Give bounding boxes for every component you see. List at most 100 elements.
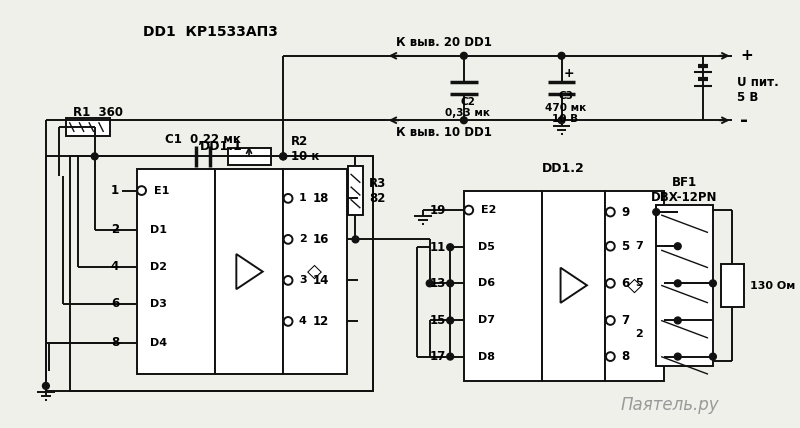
Text: 6: 6 (111, 297, 119, 310)
Bar (606, 190, 664, 381)
Text: D2: D2 (150, 262, 167, 272)
Circle shape (284, 276, 293, 285)
Circle shape (606, 208, 614, 217)
Text: 130 Ом: 130 Ом (750, 281, 795, 291)
Circle shape (606, 242, 614, 251)
Circle shape (674, 243, 681, 250)
Text: DD1  КΡ1533АП3: DD1 КΡ1533АП3 (142, 25, 278, 39)
Text: R3
82: R3 82 (369, 177, 386, 205)
Text: +: + (563, 67, 574, 80)
Circle shape (674, 280, 681, 287)
Text: 8: 8 (621, 350, 630, 363)
Circle shape (138, 186, 146, 195)
Text: 7: 7 (621, 314, 630, 327)
Circle shape (464, 206, 473, 214)
Text: 7: 7 (634, 241, 642, 251)
Text: D6: D6 (478, 278, 494, 288)
Text: 15: 15 (430, 314, 446, 327)
Text: D5: D5 (478, 242, 494, 252)
Text: DD1.1: DD1.1 (200, 140, 243, 153)
Bar (66, 118, 110, 136)
Bar (656, 205, 713, 366)
Bar (348, 166, 363, 215)
Text: 3: 3 (299, 275, 306, 285)
Circle shape (674, 317, 681, 324)
Text: BF1
DBX-12PN: BF1 DBX-12PN (651, 175, 718, 204)
Text: 11: 11 (430, 241, 446, 254)
Text: Паятель.ру: Паятель.ру (620, 396, 718, 414)
Text: -: - (740, 111, 748, 130)
Circle shape (461, 52, 467, 59)
Text: 1: 1 (111, 184, 119, 197)
Circle shape (352, 236, 359, 243)
Circle shape (280, 153, 286, 160)
Text: R2
10 к: R2 10 к (291, 134, 319, 163)
Text: E1: E1 (154, 186, 170, 196)
Circle shape (606, 279, 614, 288)
Circle shape (606, 352, 614, 361)
Text: 4: 4 (111, 260, 119, 273)
Circle shape (446, 353, 454, 360)
Text: U пит.
5 В: U пит. 5 В (738, 76, 779, 104)
Circle shape (280, 153, 286, 160)
Text: 13: 13 (430, 277, 446, 290)
Text: D1: D1 (150, 225, 167, 235)
Text: ◇: ◇ (627, 276, 642, 295)
Text: C2
0,33 мк: C2 0,33 мк (446, 97, 490, 119)
Text: D8: D8 (478, 351, 494, 362)
Circle shape (461, 117, 467, 124)
Text: 12: 12 (313, 315, 329, 328)
Text: 5: 5 (621, 240, 630, 253)
Circle shape (710, 280, 716, 287)
Circle shape (446, 280, 454, 287)
Text: 16: 16 (313, 233, 329, 246)
Circle shape (710, 353, 716, 360)
Text: E2: E2 (482, 205, 497, 215)
Bar (464, 190, 542, 381)
Text: C1  0,22 мк: C1 0,22 мк (166, 133, 241, 146)
Circle shape (558, 52, 565, 59)
Bar (70, 156, 373, 391)
Bar (227, 148, 270, 165)
Text: 5: 5 (634, 278, 642, 288)
Text: 18: 18 (313, 192, 329, 205)
Text: 8: 8 (111, 336, 119, 349)
Circle shape (284, 194, 293, 203)
Bar (542, 190, 606, 381)
Text: R1  360: R1 360 (73, 106, 122, 119)
Text: 14: 14 (313, 274, 329, 287)
Text: D3: D3 (150, 299, 167, 309)
Text: 2: 2 (299, 235, 306, 244)
Text: C3
470 мк
10 В: C3 470 мк 10 В (545, 91, 586, 124)
Bar (721, 265, 744, 307)
Circle shape (653, 208, 660, 215)
Circle shape (558, 117, 565, 124)
Circle shape (606, 316, 614, 325)
Bar (215, 169, 283, 374)
Circle shape (42, 383, 50, 389)
Circle shape (426, 280, 433, 287)
Bar (137, 169, 215, 374)
Text: К выв. 20 DD1: К выв. 20 DD1 (395, 36, 491, 49)
Text: 6: 6 (621, 277, 630, 290)
Circle shape (284, 317, 293, 326)
Text: D7: D7 (478, 315, 494, 325)
Text: DD1.2: DD1.2 (542, 162, 585, 175)
Circle shape (446, 317, 454, 324)
Circle shape (284, 235, 293, 244)
Text: +: + (740, 48, 753, 63)
Text: К выв. 10 DD1: К выв. 10 DD1 (395, 126, 491, 140)
Circle shape (91, 153, 98, 160)
Text: 1: 1 (299, 193, 306, 203)
Text: ◇: ◇ (307, 262, 322, 281)
Text: 2: 2 (634, 329, 642, 339)
Bar (283, 169, 346, 374)
Text: 2: 2 (111, 223, 119, 236)
Text: 9: 9 (621, 205, 630, 219)
Text: 4: 4 (299, 316, 306, 327)
Circle shape (674, 353, 681, 360)
Text: 17: 17 (430, 350, 446, 363)
Text: D4: D4 (150, 338, 167, 348)
Circle shape (446, 244, 454, 251)
Text: 19: 19 (430, 204, 446, 217)
